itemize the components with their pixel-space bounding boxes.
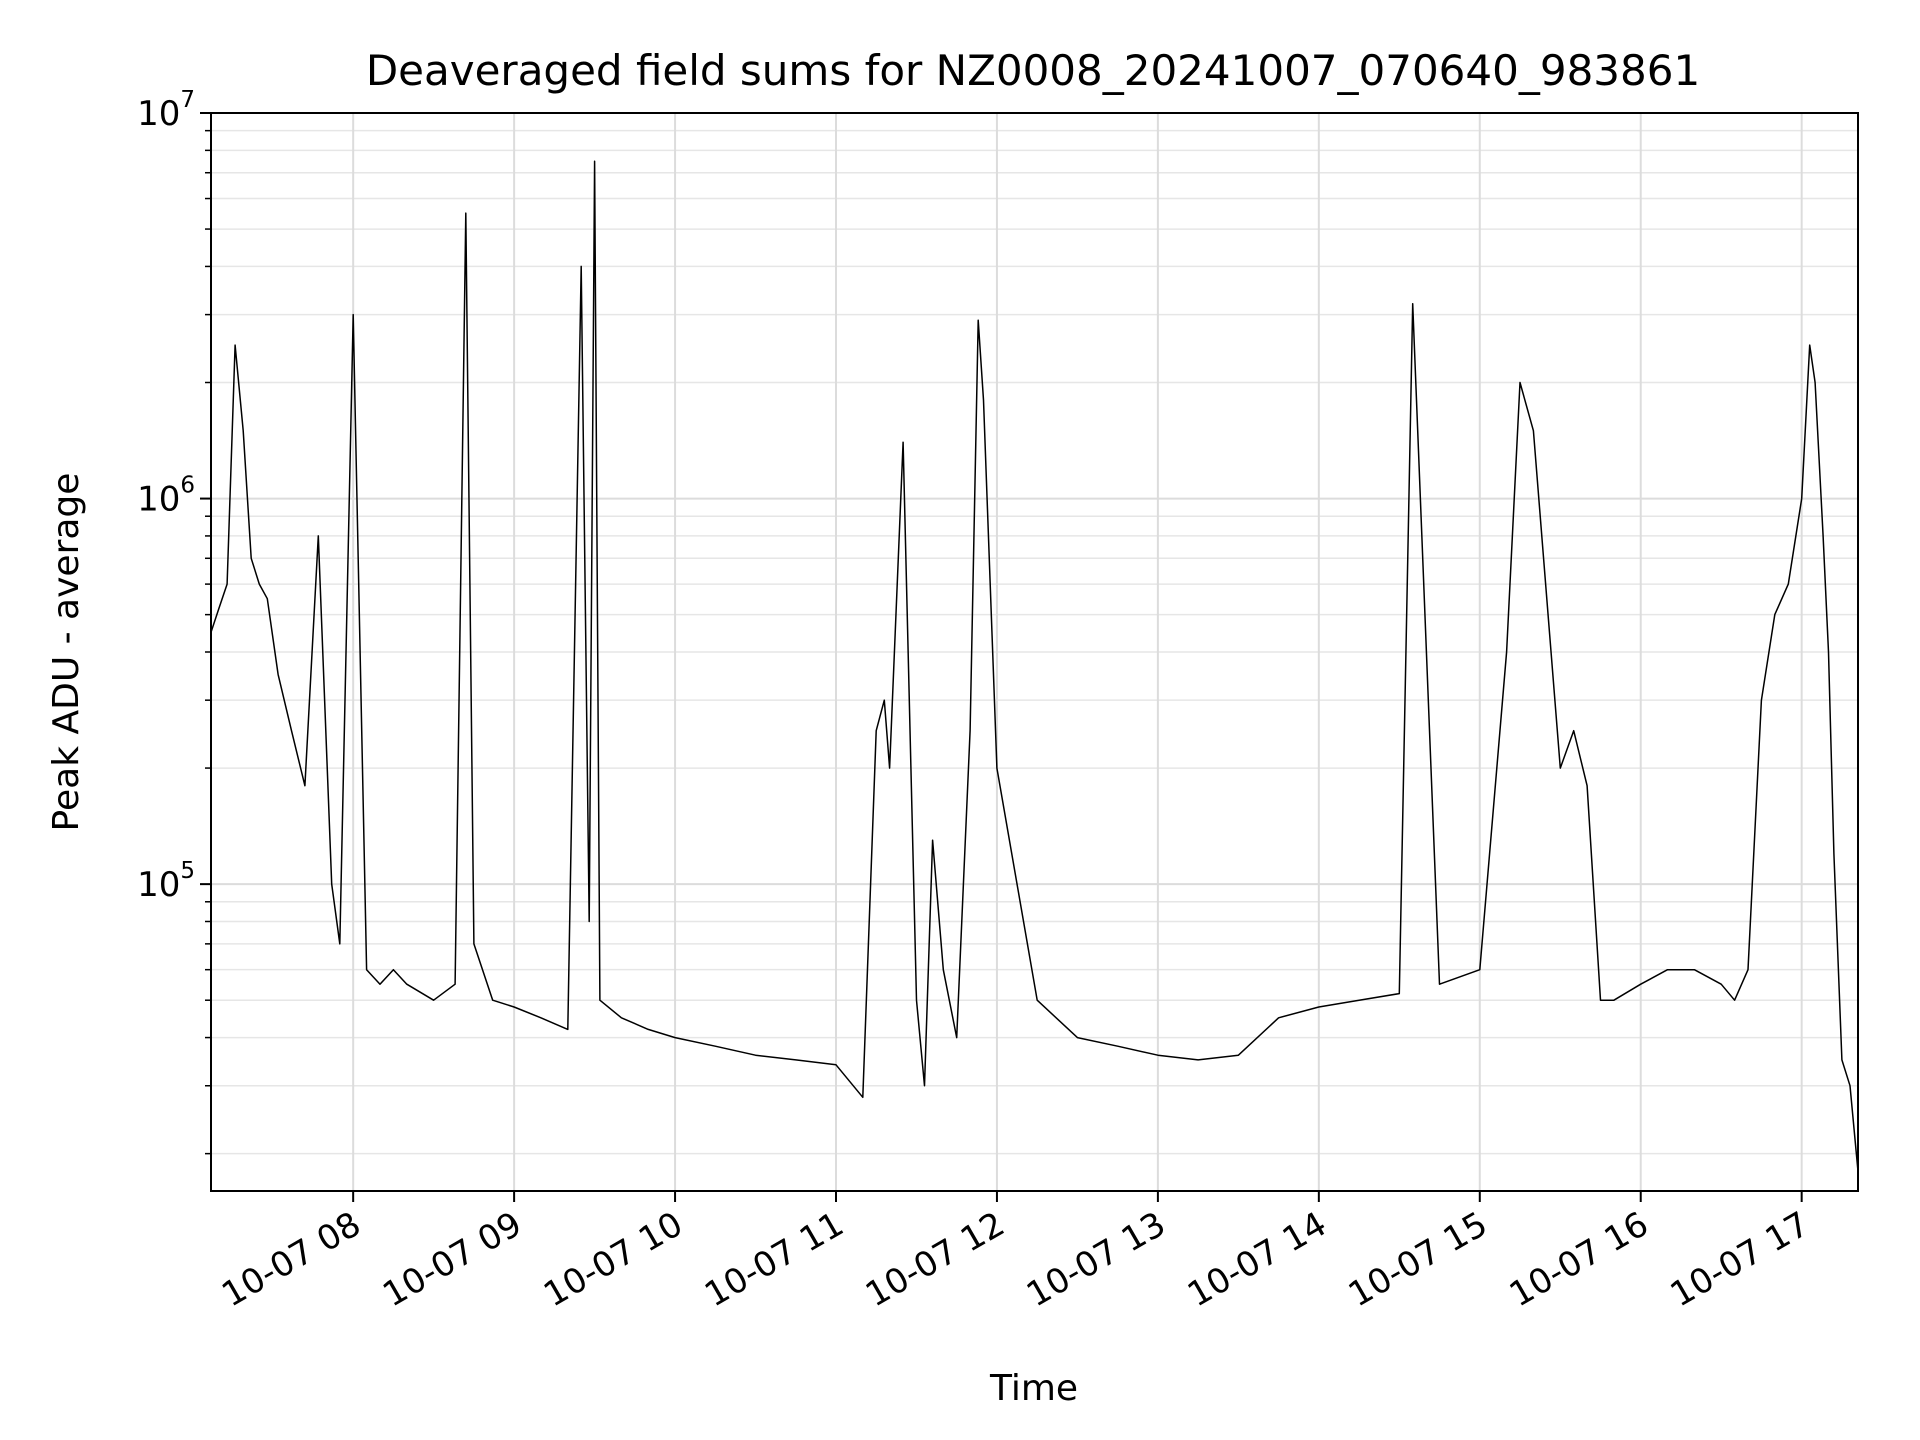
x-axis-label: Time (989, 1368, 1078, 1409)
y-axis-label: Peak ADU - average (46, 473, 87, 832)
y-tick-label: 106 (137, 473, 195, 520)
y-tick-label: 107 (137, 87, 195, 134)
chart-title: Deaveraged field sums for NZ0008_2024100… (366, 46, 1700, 95)
series-line (210, 160, 1859, 1172)
line-layer (210, 160, 1859, 1172)
y-tick-label: 105 (137, 858, 195, 905)
grid-layer (211, 112, 1858, 1191)
y-tick-layer: 105 106 107 (137, 87, 211, 1155)
